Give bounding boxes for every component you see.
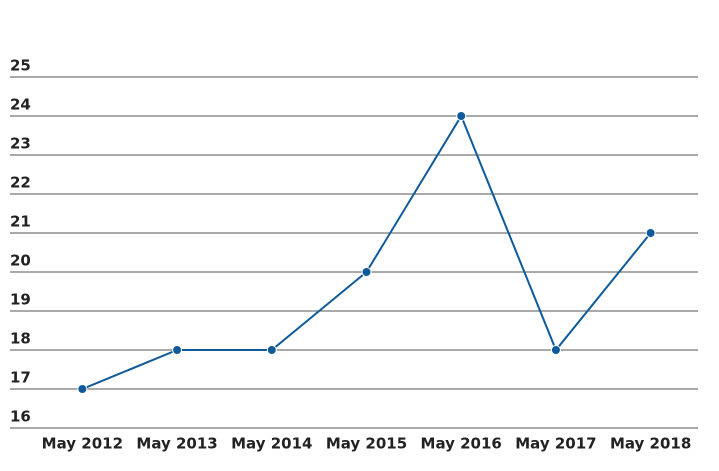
y-tick-label: 18: [10, 330, 31, 348]
point: [77, 384, 88, 394]
x-tick-label: May 2017: [515, 435, 596, 453]
y-tick-label: 16: [10, 408, 31, 426]
y-tick-label: 25: [10, 57, 31, 75]
y-tick-label: 22: [10, 174, 31, 192]
point: [172, 345, 183, 355]
point: [266, 345, 277, 355]
x-tick-label: May 2012: [42, 435, 123, 453]
y-tick-label: 19: [10, 291, 31, 309]
x-tick-label: May 2014: [231, 435, 312, 453]
y-tick-label: 21: [10, 213, 31, 231]
x-tick-label: May 2015: [326, 435, 407, 453]
y-tick-label: 17: [10, 369, 31, 387]
x-tick-label: May 2016: [421, 435, 502, 453]
point: [645, 228, 656, 238]
y-tick-label: 24: [10, 96, 31, 114]
point: [456, 111, 467, 121]
point: [361, 267, 372, 277]
y-tick-label: 23: [10, 135, 31, 153]
y-tick-label: 20: [10, 252, 31, 270]
line: [81, 113, 652, 390]
x-tick-label: May 2013: [136, 435, 217, 453]
point: [550, 345, 561, 355]
x-tick-label: May 2018: [610, 435, 691, 453]
